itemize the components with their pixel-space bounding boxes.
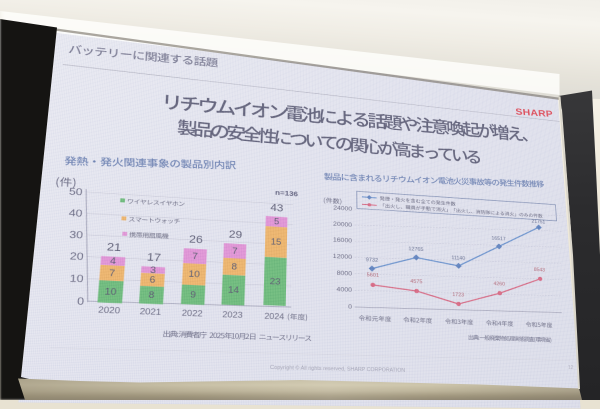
svg-text:2024: 2024 [264, 311, 284, 321]
svg-text:SHARP: SHARP [515, 108, 553, 120]
svg-text:2020: 2020 [98, 305, 121, 316]
svg-text:26: 26 [189, 234, 203, 246]
svg-text:5: 5 [274, 217, 279, 226]
svg-text:7: 7 [232, 246, 238, 256]
svg-text:6: 6 [149, 275, 155, 285]
svg-text:50: 50 [69, 187, 83, 198]
svg-text:10: 10 [69, 274, 84, 285]
svg-text:4260: 4260 [493, 282, 505, 288]
svg-text:8: 8 [148, 290, 154, 300]
svg-text:4000: 4000 [336, 287, 352, 294]
svg-text:43: 43 [270, 203, 283, 215]
svg-text:20000: 20000 [333, 221, 352, 228]
svg-text:7: 7 [109, 268, 116, 278]
svg-text:5601: 5601 [367, 273, 380, 279]
svg-text:12765: 12765 [408, 247, 423, 253]
svg-text:0: 0 [348, 304, 352, 311]
svg-text:24000: 24000 [333, 205, 352, 212]
svg-text:8543: 8543 [534, 268, 545, 274]
svg-text:23: 23 [270, 276, 281, 286]
svg-text:4575: 4575 [410, 279, 422, 285]
svg-text:2022: 2022 [182, 308, 204, 319]
svg-text:4: 4 [110, 256, 117, 266]
svg-text:10: 10 [104, 287, 117, 297]
svg-text:29: 29 [229, 229, 243, 241]
svg-text:8: 8 [231, 262, 237, 272]
svg-text:2023: 2023 [222, 309, 243, 319]
svg-text:15: 15 [271, 237, 282, 247]
svg-text:3: 3 [150, 265, 156, 275]
svg-text:8000: 8000 [337, 270, 353, 277]
svg-text:12: 12 [568, 365, 574, 371]
svg-text:21: 21 [106, 242, 121, 254]
svg-text:17: 17 [147, 252, 162, 264]
svg-text:16517: 16517 [491, 236, 505, 242]
svg-text:7: 7 [192, 251, 198, 261]
svg-text:21751: 21751 [531, 219, 545, 225]
svg-text:10: 10 [188, 269, 200, 279]
svg-text:2021: 2021 [139, 306, 161, 317]
svg-text:9732: 9732 [366, 258, 378, 264]
svg-text:40: 40 [69, 208, 83, 219]
svg-text:30: 30 [69, 230, 83, 241]
svg-text:n=136: n=136 [275, 189, 299, 199]
svg-text:11140: 11140 [451, 256, 465, 262]
svg-text:1723: 1723 [452, 292, 464, 298]
svg-text:12000: 12000 [333, 253, 352, 260]
svg-text:14: 14 [228, 285, 239, 295]
svg-text:9: 9 [190, 290, 196, 300]
svg-text:20: 20 [69, 252, 84, 263]
svg-text:0: 0 [77, 297, 85, 308]
svg-text:Copyright © All rights reserve: Copyright © All rights reserved, SHARP C… [270, 364, 405, 374]
svg-text:16000: 16000 [333, 237, 352, 244]
